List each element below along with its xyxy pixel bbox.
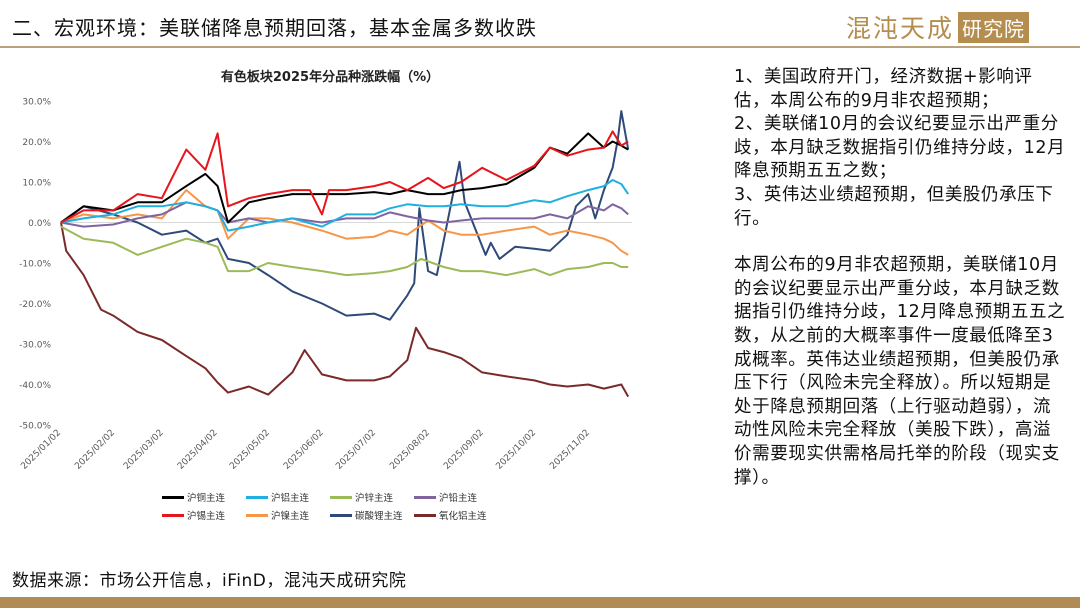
legend-swatch (246, 495, 268, 499)
legend-label: 氧化铝主连 (439, 511, 487, 522)
chart-legend: 沪铜主连 沪铝主连 沪锌主连 沪铅主连 沪锡主连 沪镍主连 碳酸锂主连 氧化铝主连 (162, 488, 498, 524)
x-tick-label: 2025/06/02 (282, 428, 326, 472)
commentary-panel: 1、美国政府开门，经济数据+影响评估，本周公布的9月非农超预期； 2、美联储10… (734, 66, 1068, 490)
legend-swatch (246, 513, 268, 517)
logo-text: 混沌天成 (846, 14, 955, 43)
legend-swatch (414, 495, 436, 499)
legend-item: 氧化铝主连 (414, 508, 498, 522)
x-tick-label: 2025/01/02 (19, 428, 63, 472)
x-tick-label: 2025/10/02 (494, 428, 538, 472)
legend-swatch (330, 513, 352, 517)
note-point-2: 2、美联储10月的会议纪要显示出严重分歧，本月缺乏数据指引仍维持分歧，12月降息… (734, 114, 1066, 182)
y-tick-label: 20.0% (22, 138, 51, 148)
y-tick-label: -50.0% (19, 422, 51, 432)
chart-title: 有色板块2025年分品种涨跌幅（%） (220, 70, 440, 85)
line-chart: 30.0% 20.0% 10.0% 0.0% -10.0% -20.0% -30.0% -40… (19, 98, 632, 472)
x-tick-label: 2025/08/02 (388, 428, 432, 472)
slide-title: 二、宏观环境：美联储降息预期回落，基本金属多数收跌 (12, 16, 537, 40)
x-tick-label: 2025/02/02 (73, 428, 117, 472)
y-tick-label: -10.0% (19, 260, 51, 270)
x-tick-label: 2025/09/02 (442, 428, 486, 472)
legend-item: 沪锡主连 (162, 508, 246, 522)
legend-item: 沪铜主连 (162, 490, 246, 504)
note-paragraph: 本周公布的9月非农超预期，美联储10月的会议纪要显示出严重分歧，本月缺乏数据指引… (734, 255, 1066, 488)
legend-label: 沪锌主连 (355, 493, 394, 504)
y-tick-label: 30.0% (22, 98, 51, 108)
y-tick-label: 10.0% (22, 179, 51, 189)
title-divider (0, 46, 1080, 48)
legend-row: 沪铜主连 沪铝主连 沪锌主连 沪铅主连 (162, 488, 498, 506)
series-line-5 (60, 130, 629, 224)
note-point-3: 3、英伟达业绩超预期，但美股仍承压下行。 (734, 184, 1054, 229)
legend-swatch (330, 495, 352, 499)
legend-label: 碳酸锂主连 (355, 511, 403, 522)
x-tick-label: 2025/04/02 (176, 428, 220, 472)
series-line-8 (60, 222, 630, 398)
data-source: 数据来源：市场公开信息，iFinD，混沌天成研究院 (12, 571, 407, 591)
legend-label: 沪铝主连 (271, 493, 310, 504)
x-tick-label: 2025/07/02 (334, 428, 378, 472)
y-tick-label: -20.0% (19, 300, 51, 310)
series-line-7 (60, 110, 630, 321)
series-line-2 (60, 179, 630, 232)
legend-item: 沪铝主连 (246, 490, 330, 504)
x-tick-label: 2025/11/02 (548, 428, 592, 472)
legend-label: 沪铜主连 (187, 493, 226, 504)
company-logo: 混沌天成 研究院 (846, 9, 1030, 45)
note-point-1: 1、美国政府开门，经济数据+影响评估，本周公布的9月非农超预期； (734, 67, 1033, 111)
series-line-3 (60, 225, 629, 277)
x-tick-label: 2025/03/02 (122, 428, 166, 472)
legend-label: 沪镍主连 (271, 511, 310, 522)
y-tick-label: -30.0% (19, 341, 51, 351)
y-tick-label: -40.0% (19, 381, 51, 391)
footer-bar (0, 597, 1080, 608)
logo-box-text: 研究院 (958, 11, 1030, 43)
legend-item: 沪镍主连 (246, 508, 330, 522)
x-tick-label: 2025/05/02 (228, 428, 272, 472)
legend-swatch (162, 495, 184, 499)
series-line-4 (60, 201, 629, 228)
legend-swatch (162, 513, 184, 517)
legend-row: 沪锡主连 沪镍主连 碳酸锂主连 氧化铝主连 (162, 506, 498, 524)
series-line-6 (60, 189, 629, 256)
legend-swatch (414, 513, 436, 517)
legend-label: 沪锡主连 (187, 511, 226, 522)
legend-label: 沪铅主连 (439, 493, 478, 504)
legend-item: 沪铅主连 (414, 490, 498, 504)
y-tick-label: 0.0% (28, 219, 51, 229)
series-line-1 (60, 132, 629, 224)
legend-item: 碳酸锂主连 (330, 508, 414, 522)
legend-item: 沪锌主连 (330, 490, 414, 504)
